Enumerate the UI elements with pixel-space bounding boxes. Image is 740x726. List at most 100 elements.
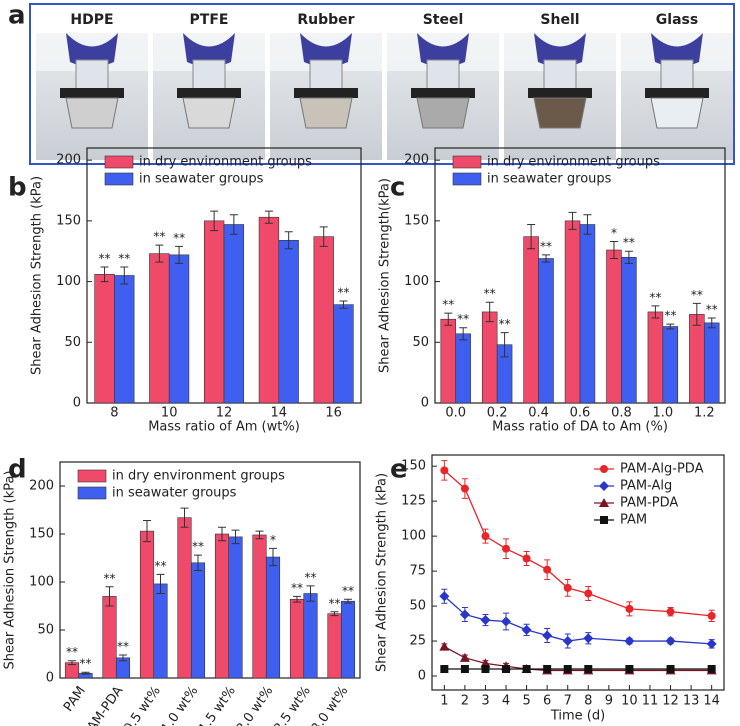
glove <box>300 33 352 67</box>
error-bar <box>284 231 293 250</box>
error-bar <box>692 302 701 326</box>
error-bar <box>344 598 352 604</box>
error-bar <box>264 210 273 224</box>
panel-label: a <box>8 1 26 31</box>
marker <box>665 636 676 647</box>
error-bar <box>156 573 165 595</box>
error-bar <box>500 332 509 358</box>
x-tick-label: 2.0 wt% <box>234 684 277 726</box>
x-axis-title: Mass ratio of Am (wt%) <box>148 420 300 435</box>
x-tick-label: 0.6 <box>570 406 591 421</box>
tube <box>426 59 460 91</box>
error-bar <box>210 210 219 232</box>
x-tick-label: 1.5 wt% <box>196 684 239 726</box>
significance-label: ** <box>499 317 511 331</box>
tube <box>75 59 109 91</box>
significance-label: ** <box>649 290 661 304</box>
bar <box>139 530 155 679</box>
significance-label: ** <box>305 570 317 584</box>
bar <box>228 536 243 679</box>
marker <box>501 616 512 627</box>
error-bar <box>68 660 76 666</box>
substrate <box>299 97 353 129</box>
marker <box>481 665 490 674</box>
bar <box>114 275 135 404</box>
tube <box>660 59 694 91</box>
bar <box>455 333 471 404</box>
marker <box>460 665 469 674</box>
tube <box>192 59 226 91</box>
x-tick-label: 8 <box>110 406 118 421</box>
marker <box>600 516 608 524</box>
bar <box>647 311 664 404</box>
error-bar <box>293 595 301 603</box>
substrate <box>182 97 236 129</box>
error-bar <box>218 526 226 542</box>
marker <box>563 583 572 592</box>
marker <box>542 630 553 641</box>
marker <box>600 465 608 473</box>
marker <box>562 636 573 647</box>
error-bar <box>194 554 202 571</box>
error-bar <box>609 241 618 259</box>
legend-swatch <box>452 172 482 186</box>
substrate <box>65 97 119 129</box>
error-bar <box>485 301 494 323</box>
y-tick-label: 150 <box>56 213 81 228</box>
error-bar <box>651 305 660 319</box>
x-tick-label: 6 <box>543 694 551 709</box>
y-tick-label: 0 <box>73 396 81 411</box>
device <box>60 88 124 98</box>
bar <box>340 600 356 679</box>
error-bar <box>319 226 328 247</box>
device <box>645 88 709 98</box>
bar <box>177 517 192 679</box>
y-tick-label: 200 <box>29 479 54 494</box>
bar <box>662 326 679 404</box>
tube <box>543 59 577 91</box>
y-tick-label: 50 <box>412 335 429 350</box>
error-bar <box>330 611 339 617</box>
legend-label: PAM <box>620 513 647 528</box>
x-tick-label: PAM <box>61 684 89 715</box>
photo-label: Rubber <box>297 12 354 28</box>
photo-label: Glass <box>656 12 698 28</box>
panel-label: b <box>8 173 27 203</box>
error-bar <box>229 214 238 235</box>
marker <box>666 665 675 674</box>
bar <box>564 220 581 404</box>
y-tick-label: 100 <box>401 529 426 544</box>
marker <box>480 615 491 626</box>
panel-label: e <box>390 455 408 485</box>
marker <box>440 665 449 674</box>
substrate <box>533 97 587 129</box>
glove <box>66 33 118 67</box>
error-bar <box>624 250 633 264</box>
marker <box>625 665 634 674</box>
legend-label: PAM-Alg <box>620 479 672 494</box>
bar <box>278 239 299 404</box>
bar <box>94 273 115 404</box>
device <box>411 88 475 98</box>
error-bar <box>459 327 468 341</box>
marker <box>624 636 635 647</box>
marker <box>707 665 716 674</box>
legend-label: in seawater groups <box>112 486 237 501</box>
significance-label: ** <box>706 303 718 317</box>
bar <box>481 311 498 404</box>
error-bar <box>527 224 536 250</box>
x-tick-label: 12 <box>216 406 233 421</box>
legend-swatch <box>77 469 107 483</box>
marker <box>439 641 450 651</box>
x-tick-label: 0.0 <box>445 406 466 421</box>
panel-label: d <box>8 455 27 485</box>
marker <box>481 532 490 541</box>
x-tick-label: 1 <box>440 694 448 709</box>
significance-label: ** <box>104 571 116 585</box>
y-tick-label: 150 <box>404 213 429 228</box>
x-axis-title: Time (d) <box>550 709 605 724</box>
error-bar <box>542 254 551 263</box>
significance-label: ** <box>329 596 341 610</box>
x-tick-label: 14 <box>703 694 720 709</box>
significance-label: ** <box>540 239 552 253</box>
